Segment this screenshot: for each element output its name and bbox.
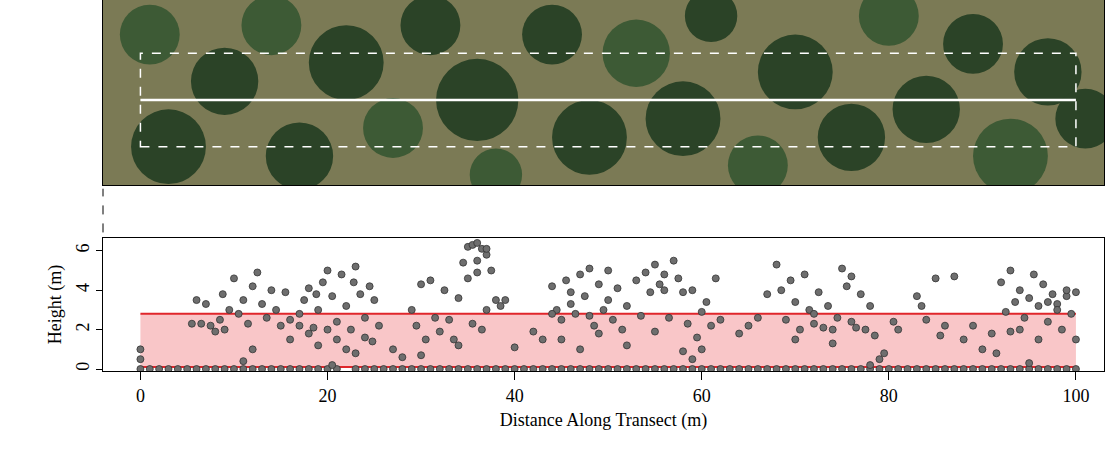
svg-text:20: 20 xyxy=(319,386,337,406)
svg-text:2: 2 xyxy=(73,322,93,331)
svg-text:6: 6 xyxy=(73,244,93,253)
svg-text:0: 0 xyxy=(73,362,93,371)
svg-text:80: 80 xyxy=(880,386,898,406)
svg-text:60: 60 xyxy=(693,386,711,406)
svg-text:Distance Along Transect (m): Distance Along Transect (m) xyxy=(500,410,707,431)
svg-text:4: 4 xyxy=(73,283,93,292)
svg-text:Height (m): Height (m) xyxy=(45,265,66,344)
svg-text:100: 100 xyxy=(1062,386,1089,406)
svg-text:40: 40 xyxy=(506,386,524,406)
svg-text:0: 0 xyxy=(136,386,145,406)
